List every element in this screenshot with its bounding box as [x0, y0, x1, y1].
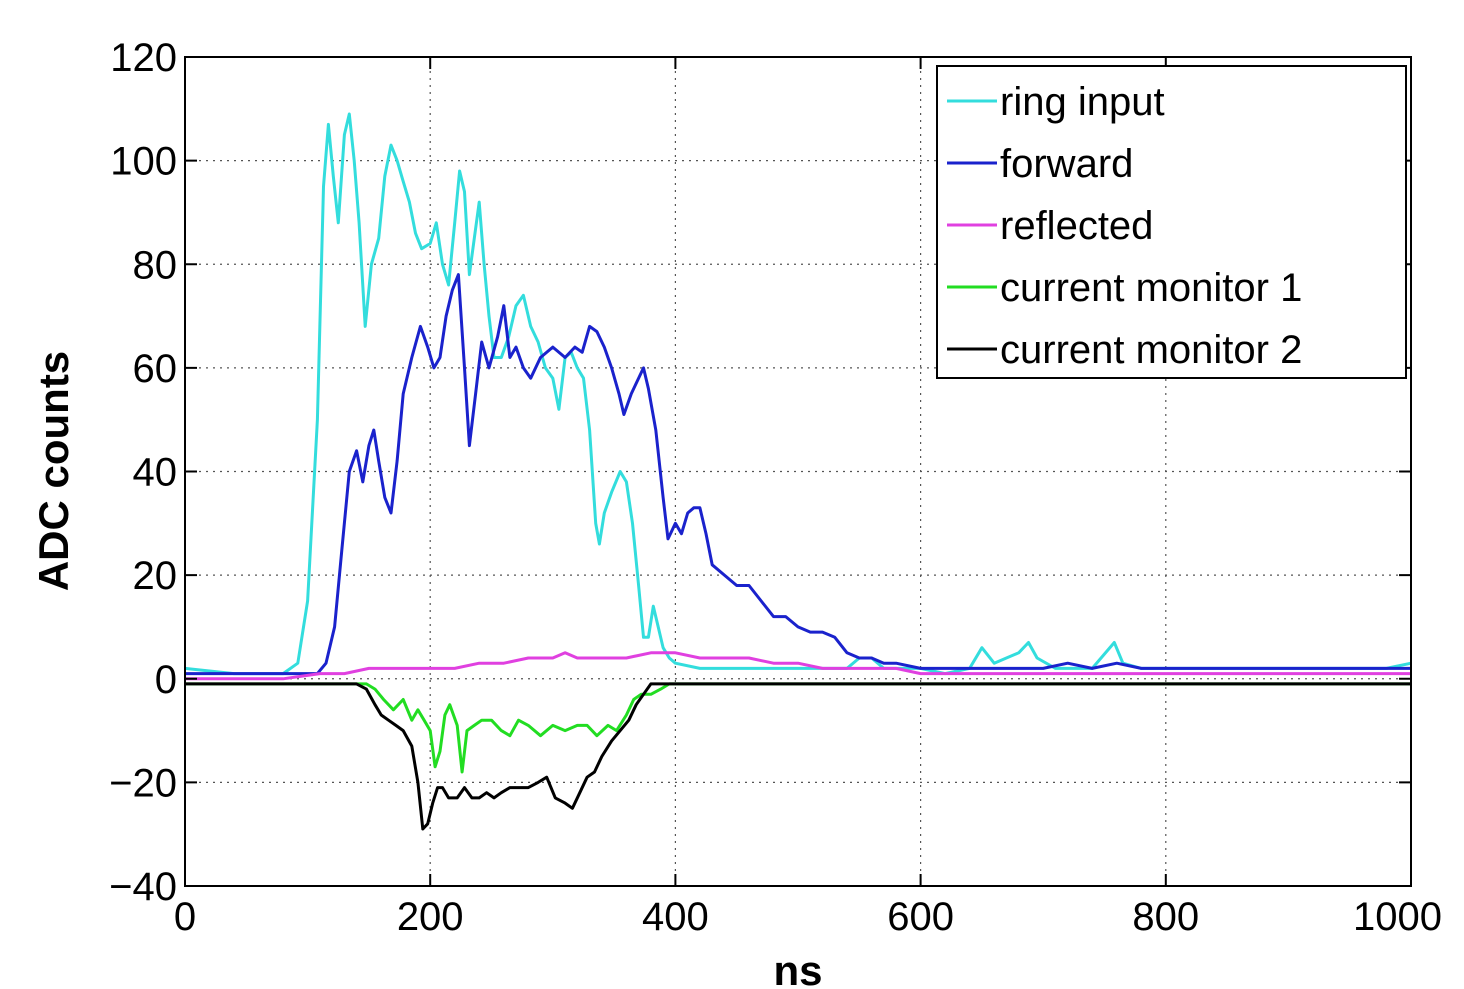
y-tick-label: 40	[133, 451, 178, 495]
y-axis-title: ADC counts	[30, 351, 77, 591]
x-tick-label: 400	[642, 895, 709, 939]
legend-label-current-monitor-1: current monitor 1	[1000, 266, 1302, 310]
x-tick-label: 200	[397, 895, 464, 939]
x-tick-label: 600	[887, 895, 954, 939]
y-tick-label: 120	[110, 36, 177, 80]
y-tick-label: 60	[133, 347, 178, 391]
y-tick-label: −20	[109, 761, 177, 805]
y-tick-label: 100	[110, 140, 177, 184]
series-line-current-monitor-2	[185, 682, 1411, 831]
series-layer	[184, 112, 1412, 831]
x-tick-label: 1000	[1353, 895, 1442, 939]
x-tick-label: 0	[174, 895, 196, 939]
legend-label-current-monitor-2: current monitor 2	[1000, 328, 1302, 372]
tick-labels: 0 200 400 600 800 1000 −40 −20 0 20 40 60 80 100 120	[109, 36, 1442, 939]
y-tick-label: 0	[155, 658, 177, 702]
series-line-current-monitor-1	[185, 682, 1411, 774]
x-axis-title: ns	[773, 947, 822, 989]
series-line-reflected	[185, 651, 1411, 681]
legend: ring input forward reflected current monito…	[936, 65, 1407, 379]
x-tick-label: 800	[1132, 895, 1199, 939]
y-tick-label: −40	[109, 865, 177, 909]
series-line-forward	[185, 273, 1411, 676]
legend-box	[936, 65, 1407, 379]
y-tick-label: 20	[133, 554, 178, 598]
legend-label-ring-input: ring input	[1000, 80, 1165, 124]
y-tick-label: 80	[133, 243, 178, 287]
legend-label-reflected: reflected	[1000, 204, 1153, 248]
legend-label-forward: forward	[1000, 142, 1133, 186]
